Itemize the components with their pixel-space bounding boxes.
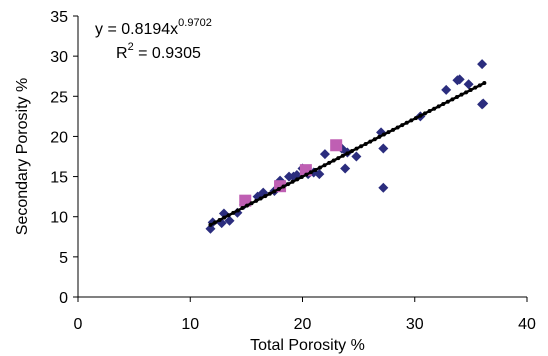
y-tick-label: 5: [59, 250, 68, 267]
trendline-marker: [272, 189, 277, 194]
data-point-diamond: [463, 79, 474, 90]
x-axis-title: Total Porosity %: [250, 337, 365, 354]
trendline-marker: [482, 81, 487, 86]
data-point-diamond: [477, 59, 488, 70]
y-tick-label: 0: [59, 290, 68, 307]
y-tick-label: 15: [50, 170, 68, 187]
trendline-marker: [336, 156, 341, 161]
trendline-marker: [327, 160, 332, 165]
trendline-marker: [331, 158, 336, 163]
trendline-marker: [363, 141, 368, 146]
trendline-marker: [450, 97, 455, 102]
trendline-marker: [263, 194, 268, 199]
data-point-diamond: [340, 163, 351, 174]
trendline-marker: [368, 139, 373, 144]
y-axis-title: Secondary Porosity %: [14, 78, 31, 235]
data-point-diamond: [351, 151, 362, 162]
trendline-marker: [445, 99, 450, 104]
data-point-square: [330, 139, 343, 152]
trendline-marker: [349, 149, 354, 154]
trendline-marker: [454, 95, 459, 100]
data-point-diamond: [224, 215, 235, 226]
trendline-marker: [299, 175, 304, 180]
trendline-marker: [217, 218, 222, 223]
data-point-diamond: [478, 98, 489, 109]
y-tick-label: 20: [50, 129, 68, 146]
x-tick-label: 30: [406, 316, 424, 333]
trendline-marker: [359, 144, 364, 149]
trendline-marker: [213, 220, 218, 225]
trendline-marker: [381, 132, 386, 137]
data-point-diamond: [378, 182, 389, 193]
y-tick-label: 10: [50, 210, 68, 227]
trendline-marker: [340, 153, 345, 158]
trendline-marker: [477, 83, 482, 88]
trendline-marker: [276, 186, 281, 191]
trendline-marker: [295, 177, 300, 182]
r2-exponent: 2: [128, 41, 134, 53]
trendline-marker: [432, 106, 437, 111]
trendline-marker: [231, 210, 236, 215]
trendline-marker: [249, 201, 254, 206]
r2-prefix: R: [116, 45, 128, 62]
trendline-marker: [427, 109, 432, 114]
trendline-marker: [464, 90, 469, 95]
trendline-marker: [235, 208, 240, 213]
trendline-marker: [459, 92, 464, 97]
data-point-diamond: [319, 149, 330, 160]
x-tick-label: 40: [518, 316, 536, 333]
trendline-marker: [354, 146, 359, 151]
x-tick-label: 10: [181, 316, 199, 333]
trendline-marker: [409, 118, 414, 123]
trendline-marker: [395, 125, 400, 130]
trendline-marker: [418, 113, 423, 118]
y-tick-label: 30: [50, 49, 68, 66]
data-point-diamond: [441, 84, 452, 95]
trendline-marker: [308, 170, 313, 175]
trendline-marker: [240, 206, 245, 211]
trendline-marker: [286, 182, 291, 187]
data-point-diamond: [454, 74, 465, 85]
trendline-marker: [386, 130, 391, 135]
trendline-equation: y = 0.8194x0.9702: [95, 17, 212, 38]
equation-prefix: y = 0.8194x: [95, 21, 178, 38]
trendline-marker: [372, 137, 377, 142]
equation-exponent: 0.9702: [178, 17, 212, 29]
r2-value: = 0.9305: [134, 45, 201, 62]
trendline-marker: [208, 222, 213, 227]
trendline-marker: [404, 120, 409, 125]
trendline-marker: [400, 123, 405, 128]
trendline-marker: [304, 172, 309, 177]
trendline-marker: [423, 111, 428, 116]
trendline-marker: [441, 102, 446, 107]
data-point-diamond: [378, 143, 389, 154]
data-point-diamond: [314, 169, 325, 180]
trendline-marker: [436, 104, 441, 109]
axis-ticks: 0 5 10 15 20 25 30 35 0 10 20 30 40: [50, 9, 536, 333]
trendline-marker: [290, 179, 295, 184]
trendline-marker: [318, 165, 323, 170]
trendline-marker: [244, 203, 249, 208]
trendline-marker: [258, 196, 263, 201]
trendline-marker: [281, 184, 286, 189]
trendline-marker: [322, 163, 327, 168]
trendline-marker: [377, 134, 382, 139]
trendline-marker: [313, 167, 318, 172]
x-tick-label: 0: [74, 316, 83, 333]
y-tick-label: 25: [50, 89, 68, 106]
trendline-marker: [222, 215, 227, 220]
trendline-marker: [226, 213, 231, 218]
y-tick-label: 35: [50, 9, 68, 26]
x-tick-label: 20: [294, 316, 312, 333]
trendline-marker: [473, 85, 478, 90]
r-squared-label: R2 = 0.9305: [116, 41, 201, 62]
trendline-marker: [267, 191, 272, 196]
trendline-marker: [391, 127, 396, 132]
trendline-marker: [254, 198, 259, 203]
trendline-marker: [345, 151, 350, 156]
trendline-marker: [468, 88, 473, 93]
plot-area: [205, 59, 489, 234]
trendline-marker: [413, 116, 418, 121]
